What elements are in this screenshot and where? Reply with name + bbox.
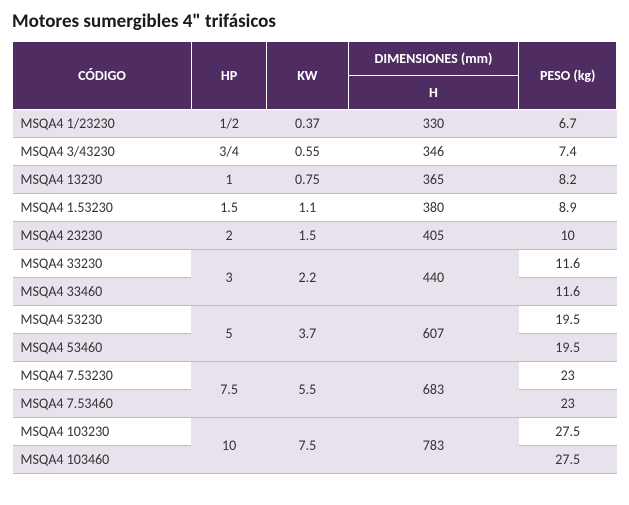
table-row: MSQA4 3/432303/40.553467.4 (13, 138, 617, 166)
cell-hp: 2 (191, 222, 266, 250)
cell-peso: 27.5 (519, 418, 617, 446)
col-h: H (348, 76, 519, 110)
cell-h: 440 (348, 250, 519, 306)
cell-codigo: MSQA4 53230 (13, 306, 192, 334)
cell-h: 607 (348, 306, 519, 362)
col-codigo: CÓDIGO (13, 42, 192, 110)
cell-kw: 1.1 (267, 194, 348, 222)
col-dimensiones: DIMENSIONES (mm) (348, 42, 519, 76)
page-title: Motores sumergibles 4" trifásicos (12, 10, 617, 33)
table-row: MSQA4 2323021.540510 (13, 222, 617, 250)
cell-peso: 23 (519, 362, 617, 390)
cell-kw: 0.37 (267, 110, 348, 138)
cell-peso: 10 (519, 222, 617, 250)
cell-hp: 1/2 (191, 110, 266, 138)
cell-peso: 27.5 (519, 446, 617, 474)
motors-table: CÓDIGO HP KW DIMENSIONES (mm) PESO (kg) … (12, 41, 617, 474)
cell-codigo: MSQA4 103460 (13, 446, 192, 474)
cell-peso: 6.7 (519, 110, 617, 138)
cell-kw: 0.55 (267, 138, 348, 166)
cell-codigo: MSQA4 3/43230 (13, 138, 192, 166)
cell-kw: 0.75 (267, 166, 348, 194)
cell-peso: 8.2 (519, 166, 617, 194)
cell-codigo: MSQA4 1.53230 (13, 194, 192, 222)
cell-hp: 3 (191, 250, 266, 306)
table-row: MSQA4 103230107.578327.5 (13, 418, 617, 446)
cell-peso: 19.5 (519, 306, 617, 334)
table-header: CÓDIGO HP KW DIMENSIONES (mm) PESO (kg) … (13, 42, 617, 110)
cell-codigo: MSQA4 33460 (13, 278, 192, 306)
cell-h: 346 (348, 138, 519, 166)
cell-codigo: MSQA4 23230 (13, 222, 192, 250)
cell-codigo: MSQA4 1/23230 (13, 110, 192, 138)
table-row: MSQA4 5323053.760719.5 (13, 306, 617, 334)
table-row: MSQA4 1.532301.51.13808.9 (13, 194, 617, 222)
table-row: MSQA4 7.532307.55.568323 (13, 362, 617, 390)
col-kw: KW (267, 42, 348, 110)
cell-kw: 2.2 (267, 250, 348, 306)
cell-codigo: MSQA4 33230 (13, 250, 192, 278)
cell-hp: 7.5 (191, 362, 266, 418)
cell-h: 365 (348, 166, 519, 194)
cell-peso: 23 (519, 390, 617, 418)
cell-peso: 11.6 (519, 278, 617, 306)
cell-h: 683 (348, 362, 519, 418)
cell-codigo: MSQA4 103230 (13, 418, 192, 446)
table-row: MSQA4 1323010.753658.2 (13, 166, 617, 194)
cell-h: 380 (348, 194, 519, 222)
cell-peso: 11.6 (519, 250, 617, 278)
cell-peso: 19.5 (519, 334, 617, 362)
table-body: MSQA4 1/232301/20.373306.7MSQA4 3/432303… (13, 110, 617, 474)
cell-codigo: MSQA4 13230 (13, 166, 192, 194)
table-row: MSQA4 3323032.244011.6 (13, 250, 617, 278)
cell-h: 783 (348, 418, 519, 474)
cell-h: 405 (348, 222, 519, 250)
cell-codigo: MSQA4 7.53230 (13, 362, 192, 390)
cell-hp: 3/4 (191, 138, 266, 166)
cell-hp: 10 (191, 418, 266, 474)
cell-hp: 1.5 (191, 194, 266, 222)
cell-hp: 5 (191, 306, 266, 362)
col-hp: HP (191, 42, 266, 110)
cell-kw: 7.5 (267, 418, 348, 474)
cell-kw: 3.7 (267, 306, 348, 362)
cell-peso: 7.4 (519, 138, 617, 166)
cell-h: 330 (348, 110, 519, 138)
cell-kw: 5.5 (267, 362, 348, 418)
cell-kw: 1.5 (267, 222, 348, 250)
cell-peso: 8.9 (519, 194, 617, 222)
table-row: MSQA4 1/232301/20.373306.7 (13, 110, 617, 138)
cell-codigo: MSQA4 7.53460 (13, 390, 192, 418)
col-peso: PESO (kg) (519, 42, 617, 110)
cell-hp: 1 (191, 166, 266, 194)
cell-codigo: MSQA4 53460 (13, 334, 192, 362)
